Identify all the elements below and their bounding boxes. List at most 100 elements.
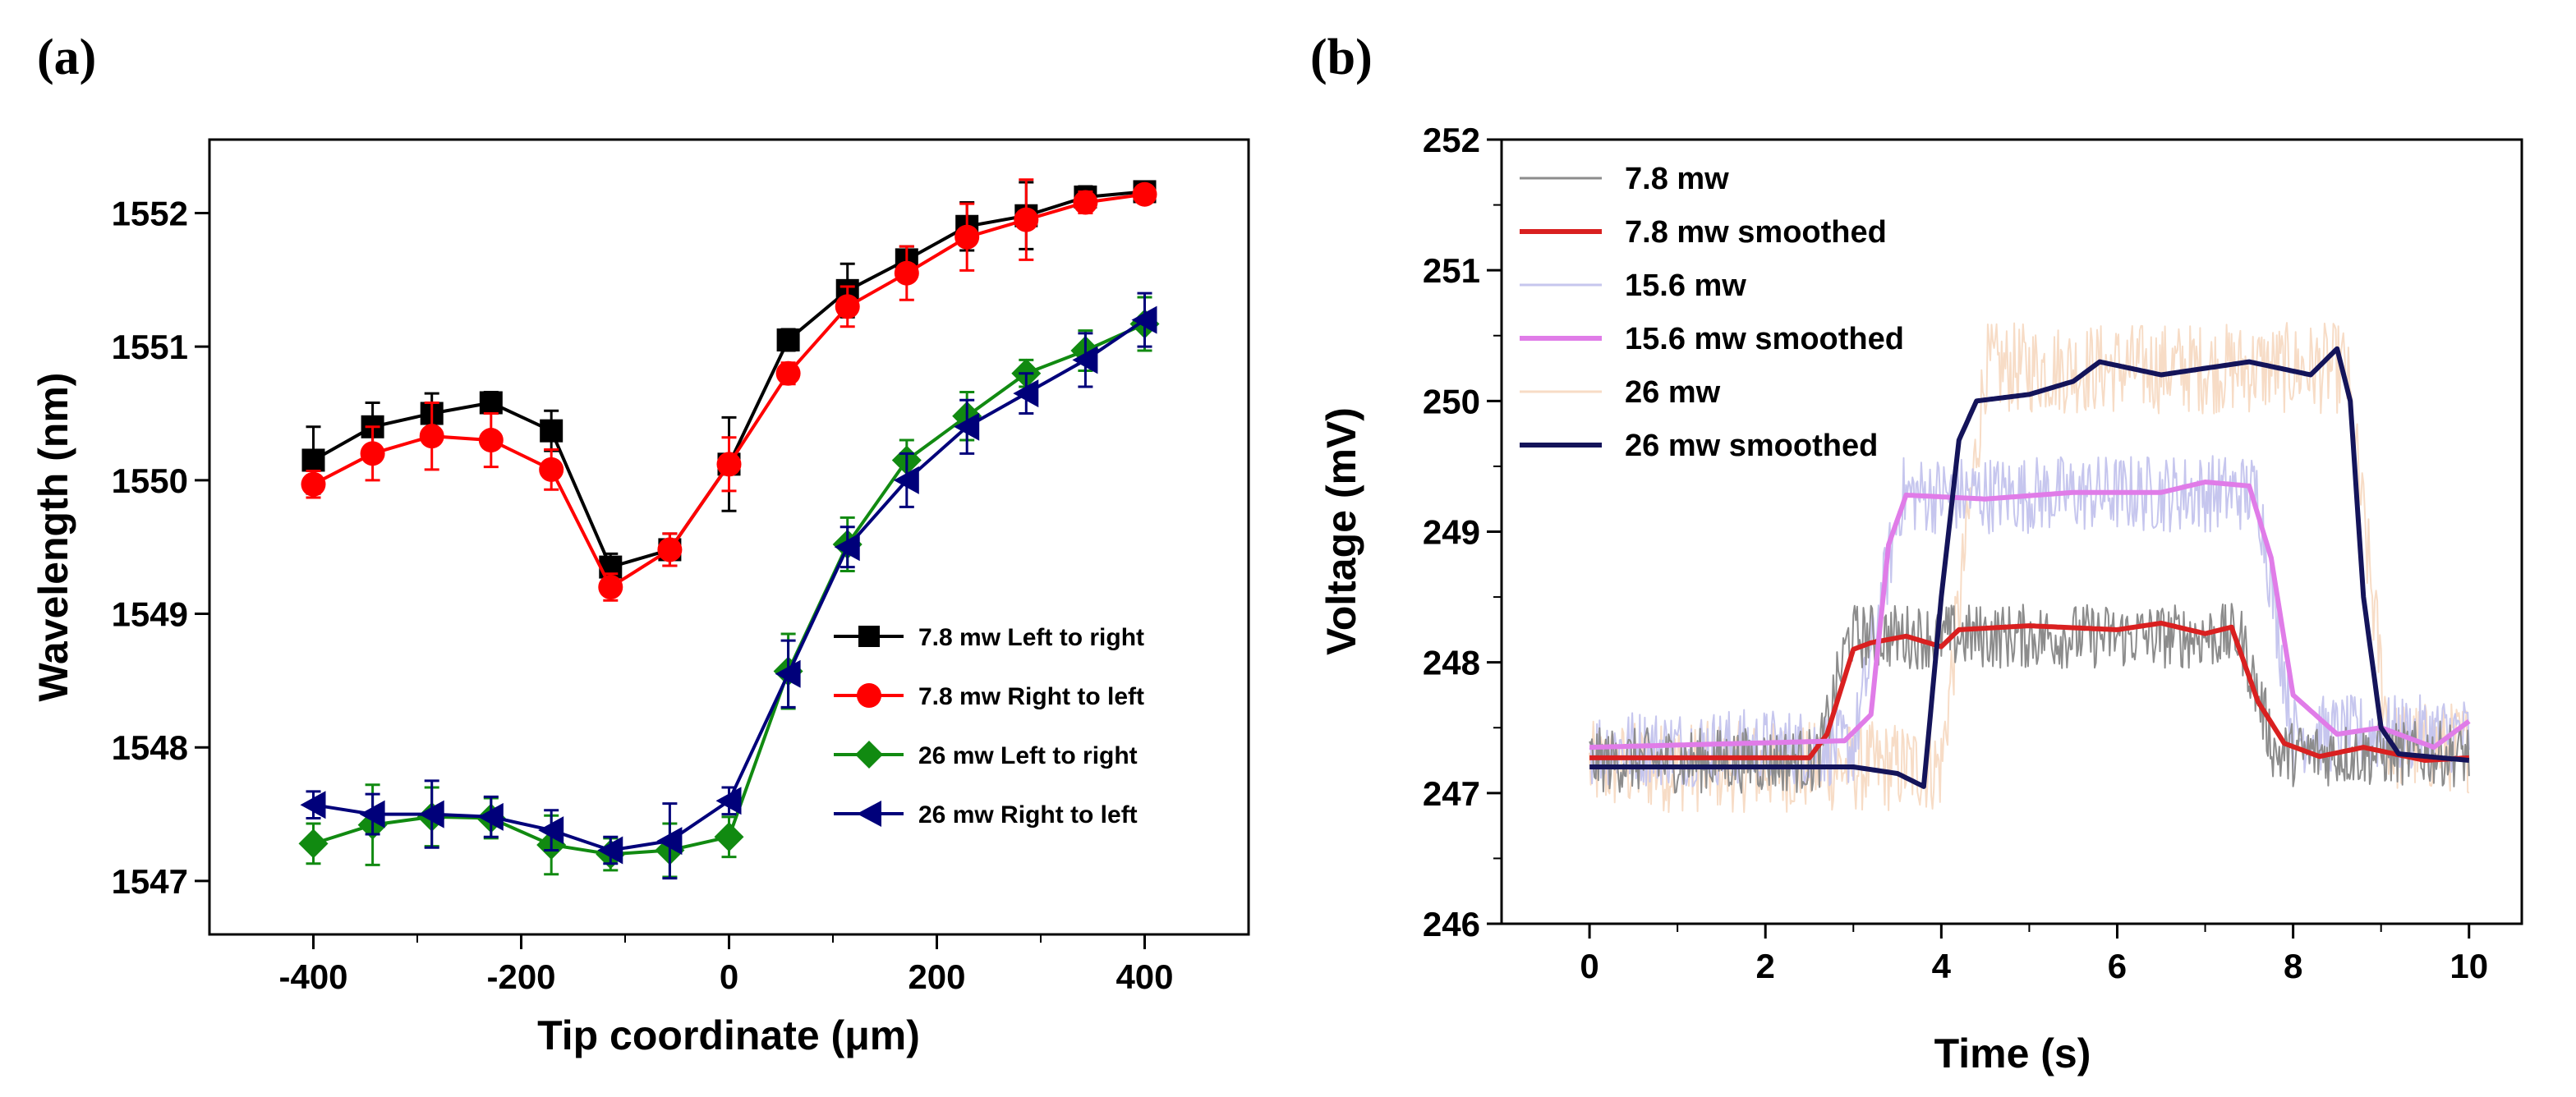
legend-b-label-0: 7.8 mw — [1625, 162, 1729, 196]
series-b-smoothed-3 — [1589, 480, 2471, 750]
point-a-2-0 — [298, 828, 329, 859]
plot-b-legend: 7.8 mw 7.8 mw smoothed 15.6 mw 15.6 mw s… — [1520, 162, 1904, 463]
legend-b-item-3: 15.6 mw smoothed — [1520, 322, 1904, 356]
b-xtick-label-2: 4 — [1932, 947, 1952, 985]
a-xtick-label-3: 200 — [908, 957, 965, 996]
legend-b-item-2: 15.6 mw — [1520, 269, 1746, 303]
point-a-3-3 — [477, 802, 504, 831]
plot-a: -400 -200 0 200 400154715481549155015511552 … — [30, 138, 1250, 1058]
point-a-1-11 — [954, 224, 980, 250]
series-b-raw-2 — [1589, 455, 2470, 787]
point-a-1-8 — [775, 360, 801, 386]
point-a-3-2 — [418, 800, 444, 828]
point-a-3-12 — [1013, 379, 1039, 408]
plot-a-ticks: -400 -200 0 200 400 1547 1548 1549 1550 1551 1552 — [112, 194, 1174, 996]
b-xtick-label-5: 10 — [2450, 947, 2488, 985]
panel-a-label: (a) — [37, 30, 96, 85]
series-b-smoothed-1 — [1589, 620, 2470, 763]
plot-b-series — [1589, 322, 2471, 814]
point-a-1-12 — [1014, 207, 1039, 232]
point-a-1-5 — [598, 575, 623, 600]
b-ytick-label-0: 246 — [1423, 905, 1480, 943]
point-a-3-14 — [1131, 305, 1157, 334]
b-ytick-label-1: 247 — [1423, 774, 1480, 813]
point-a-0-4 — [540, 419, 564, 443]
a-xtick-label-2: 0 — [720, 957, 738, 996]
legend-b-label-5: 26 mw smoothed — [1625, 429, 1878, 463]
legend-a-marker-3 — [857, 801, 881, 827]
point-a-2-7 — [714, 822, 744, 852]
a-ytick-label-2: 1549 — [112, 595, 188, 634]
b-ytick-label-3: 249 — [1423, 513, 1480, 552]
point-a-1-0 — [301, 471, 326, 497]
point-a-3-1 — [359, 800, 385, 828]
point-a-1-7 — [716, 452, 742, 477]
point-a-3-13 — [1072, 346, 1098, 374]
legend-a-label-1: 7.8 mw Right to left — [918, 683, 1144, 710]
point-a-1-3 — [478, 428, 504, 453]
point-a-3-0 — [300, 791, 326, 819]
b-ytick-label-4: 250 — [1423, 382, 1480, 420]
point-a-1-2 — [419, 424, 444, 449]
a-xtick-label-1: -200 — [486, 957, 555, 996]
point-a-1-4 — [539, 457, 564, 482]
b-ytick-label-6: 252 — [1423, 121, 1480, 159]
point-a-3-11 — [954, 412, 980, 441]
point-a-3-9 — [834, 533, 860, 562]
series-a-line-3 — [313, 318, 1146, 852]
a-ytick-label-1: 1548 — [112, 728, 188, 767]
b-ytick-label-2: 248 — [1423, 644, 1480, 682]
b-xtick-label-3: 6 — [2108, 947, 2127, 985]
legend-b-label-1: 7.8 mw smoothed — [1625, 215, 1887, 250]
a-ytick-label-3: 1550 — [112, 461, 188, 500]
point-a-1-6 — [657, 537, 683, 562]
legend-a-label-3: 26 mw Right to left — [918, 801, 1138, 828]
point-a-0-0 — [301, 448, 325, 472]
plot-b-ylabel: Voltage (mV) — [1318, 407, 1364, 655]
point-a-3-6 — [656, 827, 683, 856]
point-a-0-8 — [776, 328, 800, 352]
point-a-3-4 — [538, 816, 564, 845]
a-ytick-label-4: 1551 — [112, 328, 188, 366]
legend-a-marker-1 — [857, 683, 881, 708]
series-b-raw-4 — [1589, 322, 2470, 814]
b-xtick-label-0: 0 — [1580, 947, 1598, 985]
point-a-3-10 — [893, 466, 919, 494]
legend-a-label-2: 26 mw Left to right — [918, 742, 1138, 769]
b-xtick-label-4: 8 — [2284, 947, 2302, 985]
a-ytick-label-5: 1552 — [112, 194, 188, 232]
legend-a-item-3: 26 mw Right to left — [834, 801, 1138, 828]
b-ytick-label-5: 251 — [1423, 251, 1480, 290]
plot-a-ylabel: Wavelength (nm) — [30, 373, 76, 702]
legend-b-item-5: 26 mw smoothed — [1520, 429, 1878, 463]
series-b-smoothed-5 — [1589, 346, 2470, 789]
legend-b-item-1: 7.8 mw smoothed — [1520, 215, 1887, 250]
point-a-1-9 — [835, 294, 860, 319]
a-ytick-label-0: 1547 — [112, 862, 188, 901]
point-a-1-1 — [360, 441, 385, 466]
legend-b-label-3: 15.6 mw smoothed — [1625, 322, 1904, 356]
point-a-1-10 — [894, 260, 919, 286]
legend-a-marker-0 — [858, 626, 880, 647]
series-a-1 — [301, 178, 1157, 602]
legend-a-item-0: 7.8 mw Left to right — [834, 624, 1144, 651]
legend-a-item-2: 26 mw Left to right — [834, 741, 1138, 769]
legend-b-item-4: 26 mw — [1520, 375, 1721, 410]
legend-a-label-0: 7.8 mw Left to right — [918, 624, 1144, 651]
b-xtick-label-1: 2 — [1756, 947, 1775, 985]
panel-b-label: (b) — [1310, 30, 1373, 85]
point-a-1-13 — [1073, 190, 1098, 215]
point-a-3-7 — [715, 787, 742, 815]
point-a-3-8 — [775, 659, 801, 688]
point-a-0-3 — [479, 391, 503, 415]
point-a-1-14 — [1132, 181, 1157, 207]
series-a-3 — [300, 291, 1157, 880]
legend-b-item-0: 7.8 mw — [1520, 162, 1729, 196]
plot-a-series — [298, 178, 1160, 880]
plot-a-legend: 7.8 mw Left to right 7.8 mw Right to lef… — [834, 624, 1144, 828]
a-xtick-label-0: -400 — [278, 957, 347, 996]
point-a-3-5 — [597, 836, 623, 865]
